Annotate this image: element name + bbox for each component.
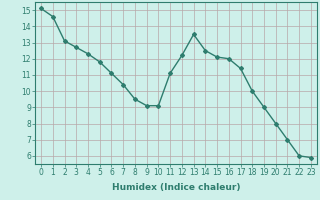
X-axis label: Humidex (Indice chaleur): Humidex (Indice chaleur) (112, 183, 240, 192)
